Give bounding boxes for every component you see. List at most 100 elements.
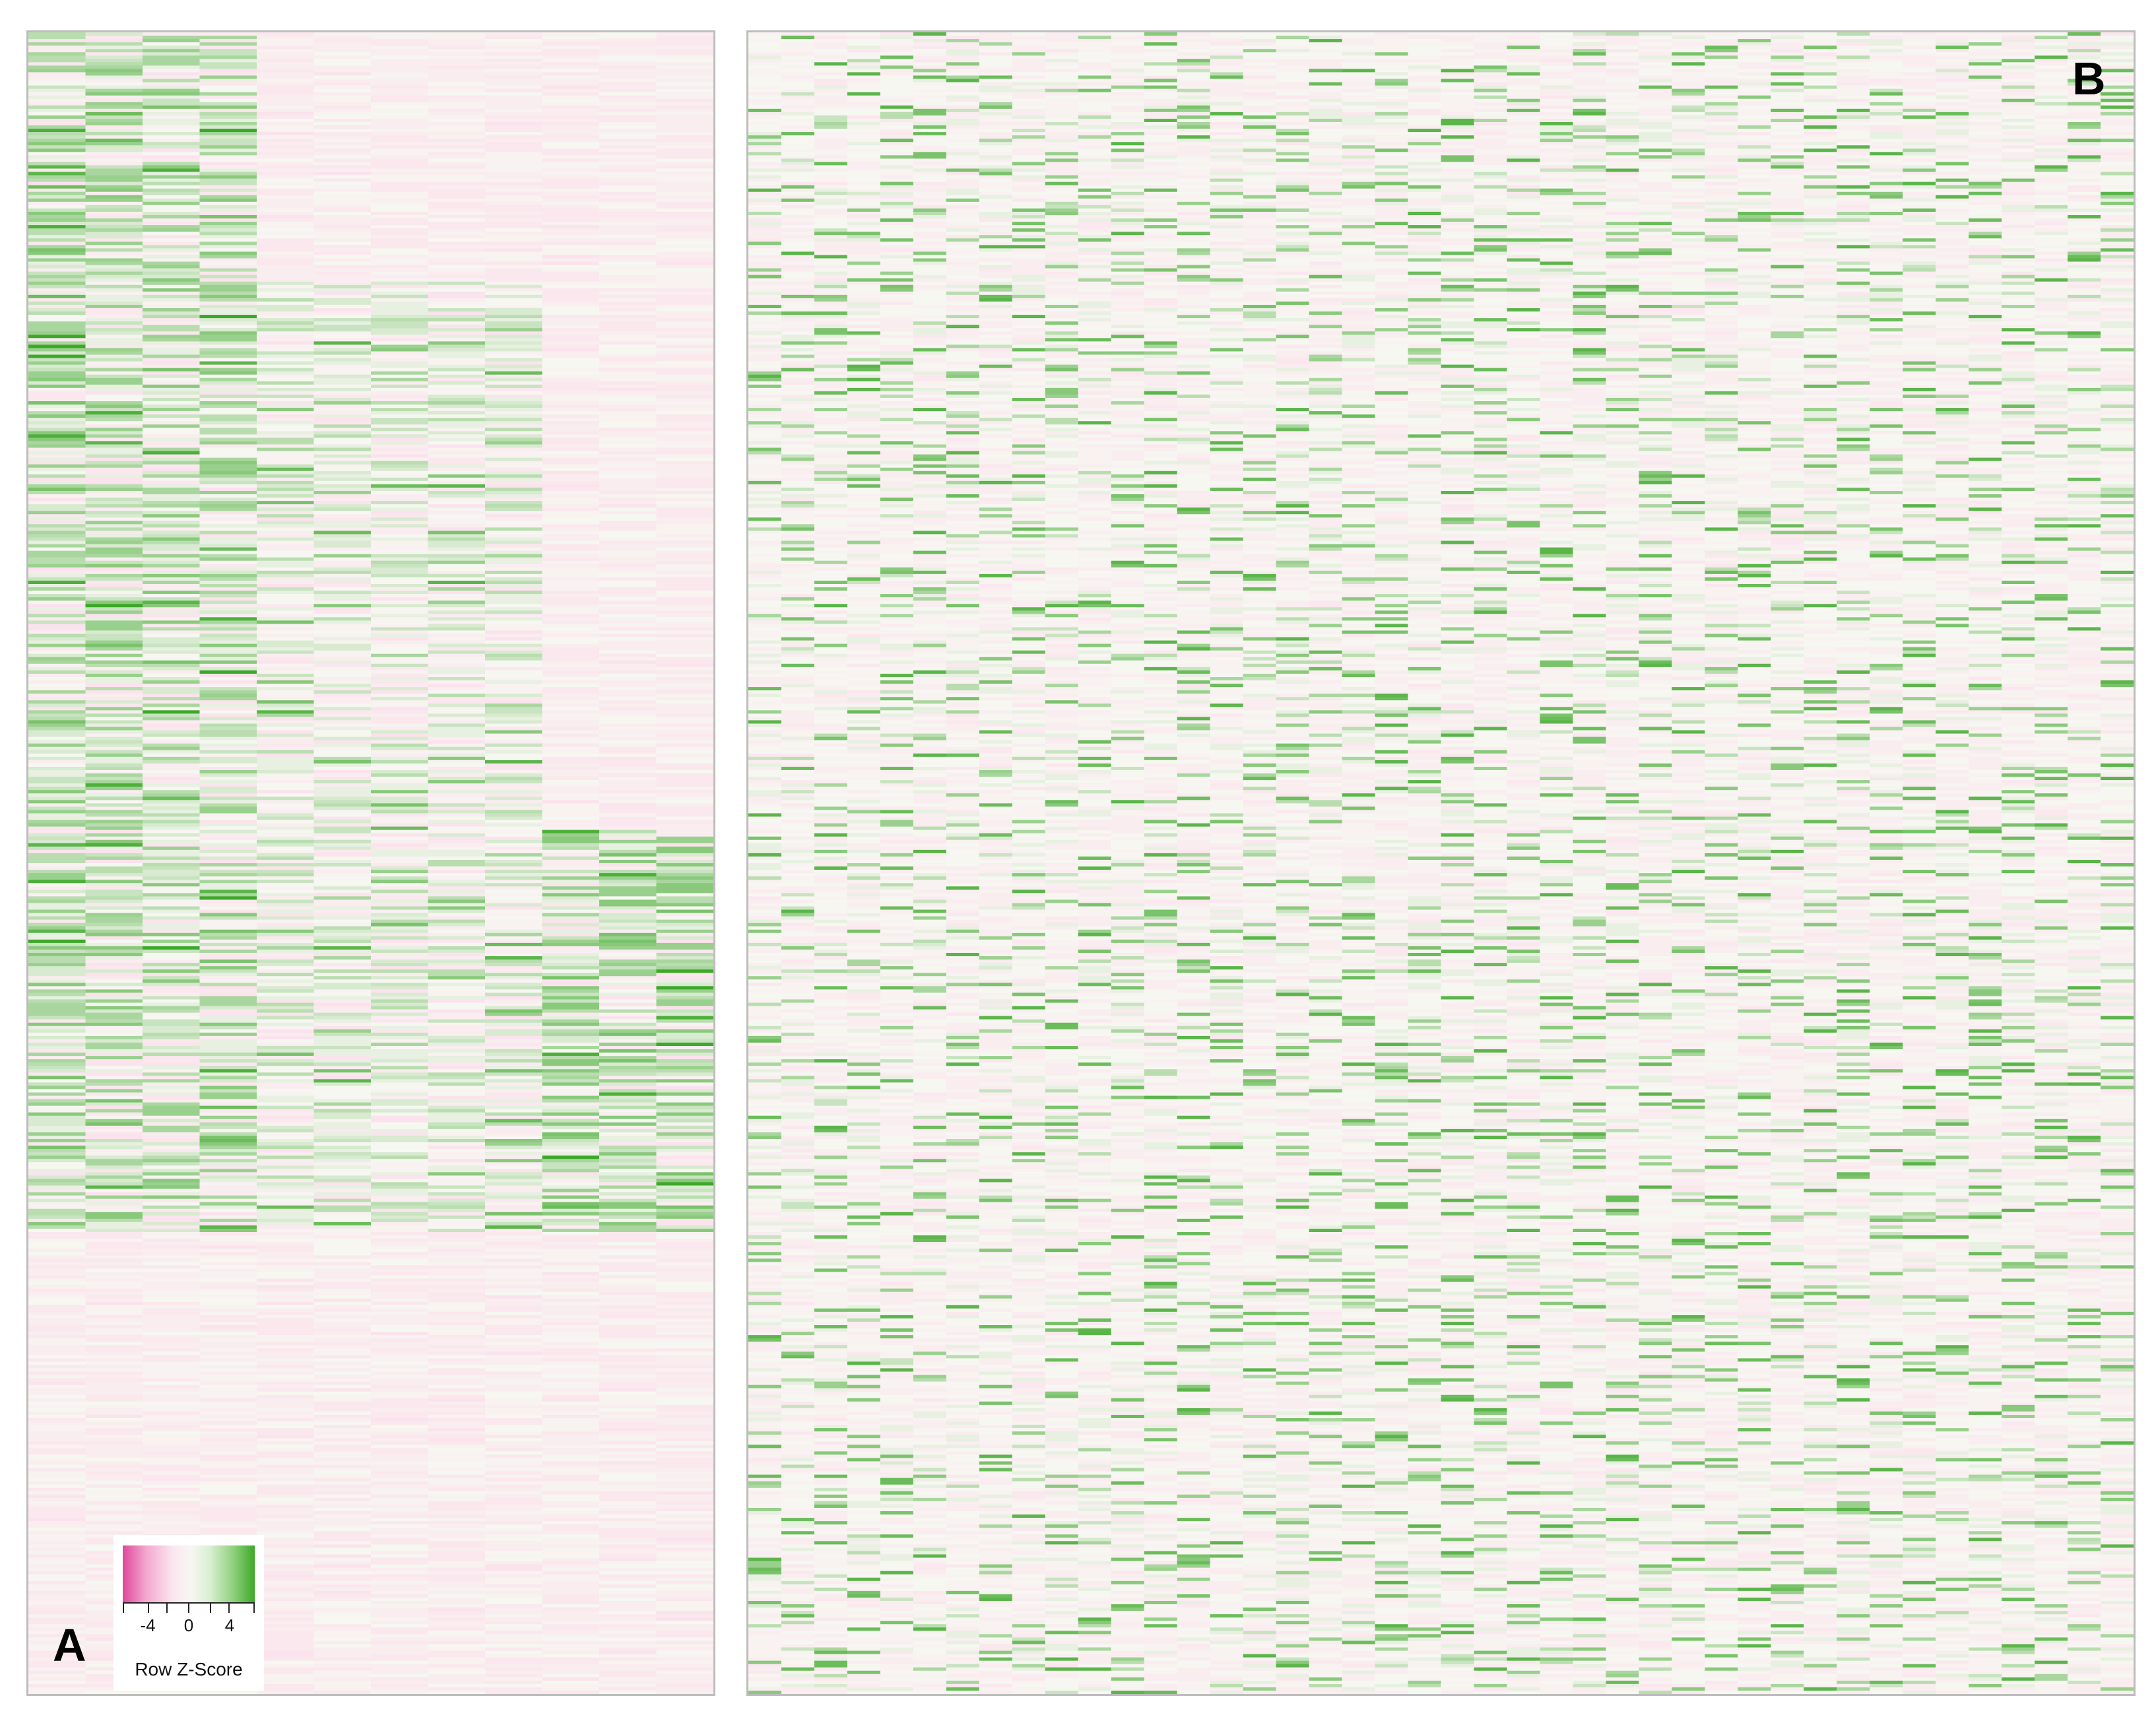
heatmap-cell (542, 883, 600, 887)
heatmap-cell (85, 1012, 143, 1020)
heatmap-cell (542, 890, 600, 894)
heatmap-cell (85, 1132, 143, 1140)
heatmap-cell (371, 643, 429, 648)
heatmap-cell (599, 1431, 657, 1435)
heatmap-cell (599, 604, 657, 608)
heatmap-cell (428, 936, 486, 940)
heatmap-cell (428, 1441, 486, 1445)
heatmap-cell (257, 583, 315, 588)
heatmap-cell (85, 769, 143, 774)
heatmap-cell (485, 222, 543, 229)
heatmap-cell (656, 405, 713, 408)
heatmap-cell (485, 946, 543, 950)
heatmap-cell (599, 713, 657, 718)
heatmap-cell (143, 421, 201, 425)
heatmap-cell (257, 870, 315, 874)
heatmap-cell (599, 1149, 657, 1153)
heatmap-cell (85, 135, 143, 139)
heatmap-cell (28, 1441, 86, 1445)
heatmap-cell (199, 85, 257, 93)
heatmap-cell (143, 996, 201, 1000)
heatmap-cell (313, 125, 372, 129)
heatmap-cell (199, 1428, 257, 1432)
heatmap-cell (85, 554, 143, 558)
heatmap-cell (199, 1365, 257, 1369)
heatmap-cell (85, 181, 143, 186)
heatmap-cell (599, 1278, 657, 1283)
heatmap-cell (143, 318, 201, 322)
heatmap-cell (371, 1355, 429, 1362)
heatmap-cell (599, 1342, 657, 1349)
heatmap-cell (85, 1169, 143, 1173)
heatmap-cell (143, 344, 201, 349)
heatmap-cell (257, 1590, 315, 1595)
heatmap-cell (428, 139, 486, 143)
heatmap-cell (371, 836, 429, 841)
heatmap-cell (656, 1494, 713, 1502)
heatmap-cell (485, 524, 543, 528)
heatmap-cell (313, 743, 372, 748)
heatmap-cell (313, 594, 372, 601)
heatmap-cell (199, 1252, 257, 1256)
heatmap-cell (599, 1162, 657, 1166)
heatmap-cell (428, 405, 486, 408)
heatmap-cell (85, 1421, 143, 1425)
heatmap-cell (428, 1411, 486, 1415)
heatmap-cell (199, 480, 257, 485)
heatmap-cell (371, 1391, 429, 1399)
heatmap-cell (143, 72, 201, 77)
heatmap-cell (85, 663, 143, 668)
heatmap-cell (28, 82, 86, 86)
heatmap-cell (313, 926, 372, 930)
heatmap-cell (199, 59, 257, 63)
heatmap-cell (199, 570, 257, 575)
heatmap-cell (143, 228, 201, 232)
heatmap-cell (85, 650, 143, 655)
heatmap-cell (428, 1608, 486, 1611)
heatmap-cell (542, 753, 600, 758)
heatmap-cell (257, 1092, 315, 1097)
heatmap-cell (428, 1019, 486, 1024)
heatmap-cell (199, 783, 257, 787)
heatmap-cell (656, 1441, 713, 1445)
heatmap-cell (85, 498, 143, 502)
heatmap-cell (199, 1119, 257, 1123)
heatmap-cell (85, 826, 143, 831)
heatmap-cell (143, 597, 201, 601)
heatmap-cell (143, 245, 201, 249)
heatmap-cell (371, 315, 429, 319)
heatmap-cell (542, 896, 600, 900)
heatmap-cell (257, 1042, 315, 1047)
heatmap-cell (28, 255, 86, 259)
heatmap-cell (28, 527, 86, 531)
heatmap-cell (485, 1258, 543, 1262)
heatmap-cell (542, 242, 600, 245)
heatmap-cell (199, 989, 257, 994)
heatmap-cell (85, 1521, 143, 1525)
heatmap-cell (143, 517, 201, 521)
heatmap-cell (371, 973, 429, 977)
heatmap-cell (313, 364, 372, 375)
heatmap-cell (28, 115, 86, 119)
heatmap-cell (656, 148, 713, 159)
heatmap-cell (485, 480, 543, 485)
heatmap-cell (143, 384, 201, 389)
heatmap-cell (199, 1162, 257, 1166)
heatmap-cell (313, 583, 372, 588)
heatmap-cell (257, 730, 315, 734)
heatmap-cell (656, 1082, 713, 1087)
heatmap-cell (143, 733, 201, 738)
heatmap-cell (313, 102, 372, 106)
heatmap-cell (599, 1291, 657, 1296)
heatmap-cell (199, 275, 257, 279)
heatmap-cell (199, 946, 257, 950)
heatmap-cell (542, 913, 600, 917)
heatmap-cell (485, 1138, 543, 1143)
heatmap-cell (599, 870, 657, 874)
heatmap-cell (599, 697, 657, 701)
heatmap-cell (599, 69, 657, 80)
heatmap-cell (257, 232, 315, 236)
heatmap-cell (542, 172, 600, 176)
heatmap-cell (428, 537, 486, 542)
heatmap-cell (485, 591, 543, 595)
